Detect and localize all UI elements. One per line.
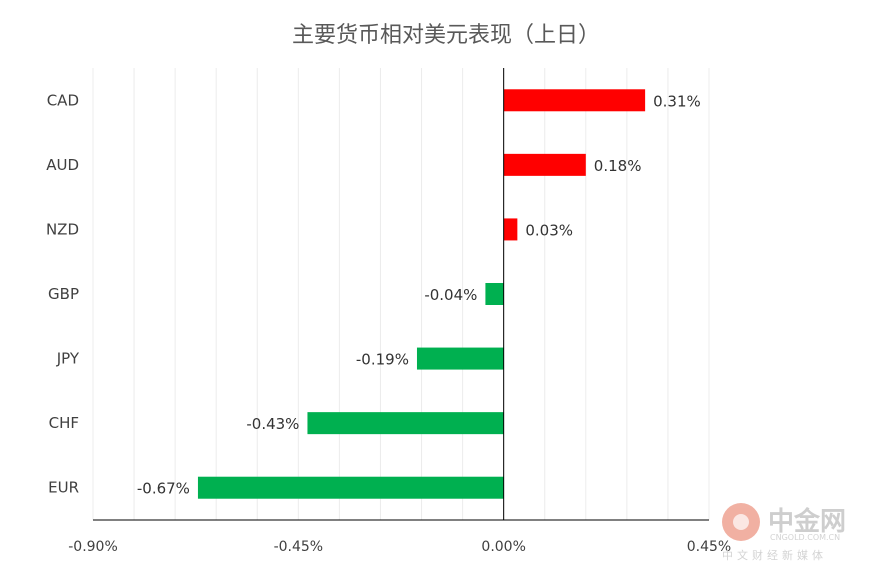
bar-gbp [485,283,504,305]
logo-inner-icon [733,514,749,530]
category-labels: CAD AUD NZD GBP JPY CHF EUR [46,91,80,496]
category-label-chf: CHF [49,414,79,432]
bar-chf [307,412,504,435]
category-label-nzd: NZD [46,220,79,238]
chart-title: 主要货币相对美元表现（上日） [292,23,600,48]
bar-cad [503,89,646,112]
watermark-logo: 中金网 CNGOLD.COM.CN 中文财经新媒体 [722,503,846,562]
bars [197,89,646,499]
category-label-cad: CAD [47,91,79,109]
watermark-url: CNGOLD.COM.CN [770,533,840,542]
data-label-cad: 0.31% [653,92,701,110]
x-tick-label: -0.90% [68,539,118,555]
data-label-gbp: -0.04% [424,286,477,304]
data-label-chf: -0.43% [246,415,299,433]
grid-lines [92,68,710,520]
watermark-name: 中金网 [768,506,846,537]
category-label-gbp: GBP [48,285,79,303]
category-label-jpy: JPY [56,350,80,368]
x-tick-label: 0.45% [687,539,731,555]
axes [93,68,709,521]
category-label-aud: AUD [46,156,79,174]
data-label-jpy: -0.19% [356,351,409,369]
x-tick-label: 0.00% [481,539,525,555]
category-label-eur: EUR [48,479,79,497]
bar-aud [503,153,586,176]
bar-jpy [416,347,504,370]
data-label-nzd: 0.03% [525,221,573,239]
watermark-sub: 中文财经新媒体 [722,548,827,562]
x-tick-labels: -0.90% -0.45% 0.00% 0.45% [68,539,731,555]
data-label-aud: 0.18% [594,157,642,175]
data-labels: 0.31% 0.18% 0.03% -0.04% -0.19% -0.43% -0.67% [137,92,701,497]
data-label-eur: -0.67% [137,480,190,498]
bar-eur [197,476,504,499]
x-tick-label: -0.45% [274,539,324,555]
bar-nzd [503,218,518,241]
